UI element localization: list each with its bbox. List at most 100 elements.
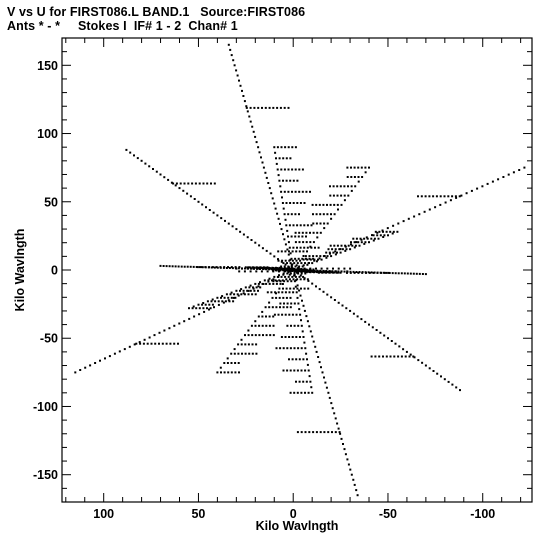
uv-point [283, 238, 286, 241]
uv-point [142, 342, 145, 345]
uv-point [209, 307, 212, 310]
uv-point [315, 267, 317, 270]
uv-point [286, 369, 289, 372]
uv-point [361, 271, 364, 274]
uv-point [227, 296, 230, 299]
uv-point [397, 272, 400, 275]
uv-point [342, 443, 344, 445]
uv-point [292, 278, 295, 281]
uv-point [280, 250, 283, 253]
uv-point [159, 264, 162, 267]
uv-point [310, 386, 313, 389]
uv-point [300, 324, 303, 327]
uv-point [292, 267, 295, 270]
uv-point [286, 306, 289, 309]
uv-point [289, 272, 292, 275]
uv-point [296, 431, 299, 434]
uv-point [302, 264, 305, 267]
uv-point [358, 271, 361, 273]
uv-point [290, 265, 293, 268]
uv-point [250, 324, 253, 327]
uv-point [290, 280, 293, 283]
uv-point [424, 195, 427, 198]
uv-point [326, 293, 329, 296]
uv-point [211, 298, 214, 301]
uv-point [284, 336, 287, 338]
uv-point [155, 170, 158, 173]
uv-point [301, 330, 304, 333]
uv-point [191, 307, 194, 310]
uv-point [277, 291, 280, 294]
uv-point [254, 241, 257, 244]
uv-point [271, 306, 274, 309]
uv-point [240, 293, 243, 296]
uv-point [294, 265, 297, 268]
uv-point [310, 224, 313, 227]
uv-point [455, 196, 458, 199]
uv-point [244, 352, 247, 355]
uv-point [163, 176, 166, 179]
uv-point [237, 362, 240, 364]
uv-point [306, 278, 309, 281]
uv-point [336, 244, 339, 247]
uv-point [357, 271, 360, 274]
uv-point [172, 182, 175, 185]
uv-point [241, 89, 243, 92]
uv-point [407, 217, 410, 220]
uv-point [265, 249, 268, 252]
uv-point [372, 271, 375, 274]
y-tick-label-4: -50 [40, 332, 58, 346]
uv-point [319, 222, 322, 225]
uv-point [272, 270, 275, 273]
uv-point [298, 231, 301, 234]
uv-point [293, 262, 296, 265]
uv-point [294, 146, 297, 149]
uv-point [267, 182, 270, 184]
uv-point [447, 195, 450, 198]
uv-point [378, 355, 381, 358]
uv-point [253, 289, 256, 292]
uv-point [129, 151, 132, 154]
uv-point [298, 241, 301, 244]
uv-point [258, 324, 261, 327]
uv-point [334, 417, 337, 420]
uv-point [334, 270, 337, 273]
uv-point [491, 180, 494, 183]
uv-point [224, 300, 227, 303]
uv-point [261, 247, 264, 250]
uv-point [280, 228, 283, 231]
uv-point [225, 267, 228, 269]
uv-point [346, 270, 349, 273]
uv-point [220, 296, 222, 299]
uv-point [291, 168, 294, 171]
uv-point [339, 248, 342, 251]
uv-point [247, 293, 250, 296]
uv-point [279, 302, 282, 305]
uv-point [306, 263, 309, 266]
uv-point [299, 313, 302, 316]
uv-point [329, 194, 332, 197]
uv-point [420, 195, 423, 198]
uv-point [381, 229, 384, 232]
uv-point [191, 182, 194, 185]
uv-point [297, 347, 300, 350]
uv-point [302, 258, 305, 261]
uv-point [84, 366, 87, 369]
uv-point [301, 190, 304, 193]
uv-point [279, 222, 281, 225]
uv-point [299, 246, 302, 249]
uv-point [289, 202, 292, 204]
uv-point [286, 324, 289, 327]
uv-point [306, 320, 309, 323]
uv-point [270, 291, 273, 294]
uv-point [247, 329, 250, 332]
uv-point [277, 313, 280, 316]
uv-point [308, 325, 311, 328]
uv-point [292, 224, 295, 227]
uv-point [226, 362, 229, 364]
uv-point [296, 224, 299, 227]
uv-point [364, 171, 367, 174]
uv-point [290, 213, 293, 216]
uv-point [319, 431, 322, 434]
uv-point [333, 299, 336, 301]
